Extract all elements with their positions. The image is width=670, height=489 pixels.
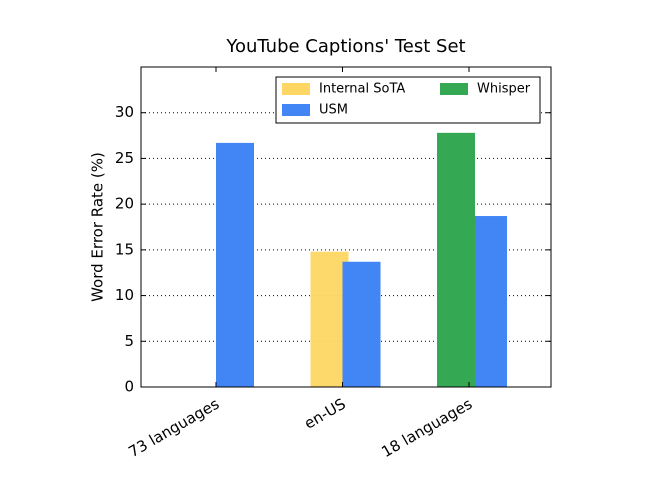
y-tick-label: 10 xyxy=(115,286,134,304)
bar xyxy=(469,216,507,387)
bar xyxy=(310,251,349,387)
legend-swatch xyxy=(440,83,468,95)
y-axis-label: Word Error Rate (%) xyxy=(89,152,107,302)
legend-label: Internal SoTA xyxy=(319,82,405,97)
bar xyxy=(342,261,381,387)
y-tick-label: 5 xyxy=(124,332,134,350)
y-tick-label: 30 xyxy=(115,103,134,121)
legend-label: USM xyxy=(319,103,348,118)
legend-frame xyxy=(275,76,541,124)
y-tick-label: 20 xyxy=(115,195,134,213)
legend: Internal SoTA USM Whisper xyxy=(275,76,541,124)
y-tick-label: 25 xyxy=(115,149,134,167)
y-tick-label: 0 xyxy=(124,378,134,396)
legend-label: Whisper xyxy=(477,82,531,97)
chart-title: YouTube Captions' Test Set xyxy=(225,36,465,57)
bar xyxy=(437,132,475,387)
legend-swatch xyxy=(282,83,310,95)
legend-swatch xyxy=(282,104,310,116)
y-tick-label: 15 xyxy=(115,240,134,258)
plot-frame xyxy=(140,66,552,388)
bar xyxy=(216,142,254,387)
